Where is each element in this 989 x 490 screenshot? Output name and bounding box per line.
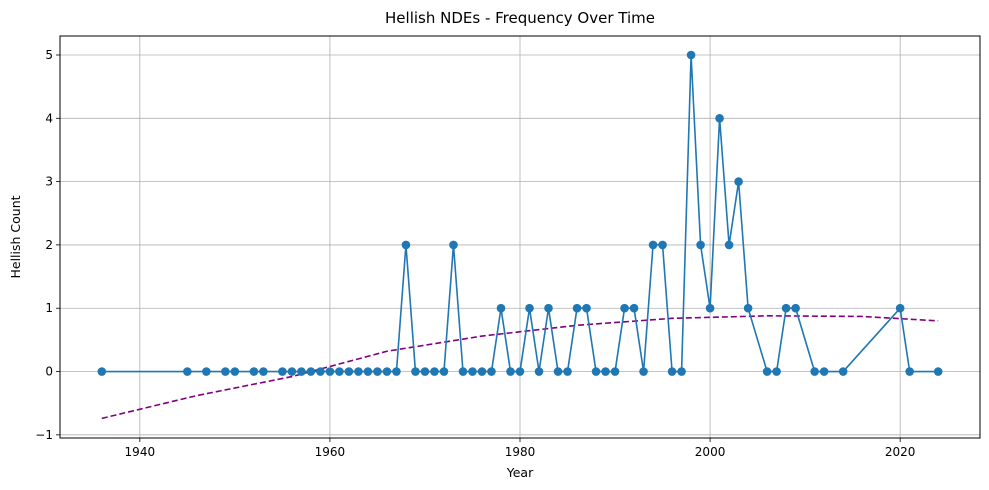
data-point [544,303,553,313]
data-point [373,367,382,376]
data-point [572,303,582,313]
data-point [534,367,544,376]
data-point [724,240,734,250]
chart-title: Hellish NDEs - Frequency Over Time [385,9,655,27]
y-axis-label: Hellish Count [8,195,23,278]
data-point [487,367,496,376]
y-tick-label: 4 [45,111,53,125]
data-point [905,367,914,376]
data-point [677,367,686,376]
data-point [791,303,800,313]
data-point [316,367,325,376]
x-tick-label: 1960 [315,445,346,459]
data-point [259,367,268,376]
data-point [601,367,610,376]
data-point [734,177,743,186]
data-point [515,367,525,376]
data-point [392,367,401,376]
data-point [230,367,240,376]
y-tick-label: 3 [45,175,53,189]
data-point [838,367,848,376]
data-point [762,367,772,376]
data-point [506,367,515,376]
data-point [287,367,297,376]
data-point [363,367,373,376]
data-point [810,367,819,376]
series-layer [97,50,943,376]
data-point [591,367,601,376]
data-point [325,367,335,376]
data-point [420,367,430,376]
data-point [468,367,477,376]
data-point [430,367,439,376]
data-point [819,367,829,376]
data-point [496,303,506,313]
data-point [306,367,316,376]
trend-layer [101,315,939,420]
x-tick-label: 2020 [885,445,916,459]
y-tick-label: −1 [35,428,53,442]
data-point [553,367,563,376]
data-point [933,367,943,376]
data-point [667,367,677,376]
data-point [97,367,107,376]
data-point [335,367,344,376]
data-point [249,367,259,376]
data-point [610,367,620,376]
x-tick-label: 2000 [695,445,726,459]
data-point [743,303,753,313]
y-tick-label: 0 [45,365,53,379]
data-point [439,367,449,376]
data-point [772,367,781,376]
data-point [715,113,724,123]
data-point [895,303,905,313]
data-point [449,240,458,250]
data-point [183,367,192,376]
x-axis-label: Year [506,465,534,480]
data-point [648,240,658,250]
y-tick-label: 1 [45,301,53,315]
x-axis-ticks: 1940 1960 1980 2000 2020 [125,438,916,459]
data-point [477,367,487,376]
data-point [781,303,791,313]
data-point [382,367,392,376]
trend-line [101,315,939,420]
data-point [411,367,420,376]
data-point [401,240,411,250]
data-point [705,303,715,313]
y-axis-ticks: −1 0 1 2 3 4 5 [35,48,60,442]
data-point [458,367,468,376]
data-point [354,367,363,376]
data-point [297,367,306,376]
data-point [696,240,705,250]
data-point [525,303,534,313]
data-point [629,303,639,313]
x-tick-label: 1940 [125,445,156,459]
y-tick-label: 5 [45,48,53,62]
data-point [582,303,591,313]
data-point [344,367,354,376]
data-point [278,367,287,376]
data-point [221,367,230,376]
data-point [686,50,696,60]
data-point [658,240,667,250]
data-point [202,367,211,376]
data-point [620,303,629,313]
plot-frame [59,35,981,439]
data-point [639,367,648,376]
data-point [563,367,572,376]
x-tick-label: 1980 [505,445,536,459]
y-tick-label: 2 [45,238,53,252]
